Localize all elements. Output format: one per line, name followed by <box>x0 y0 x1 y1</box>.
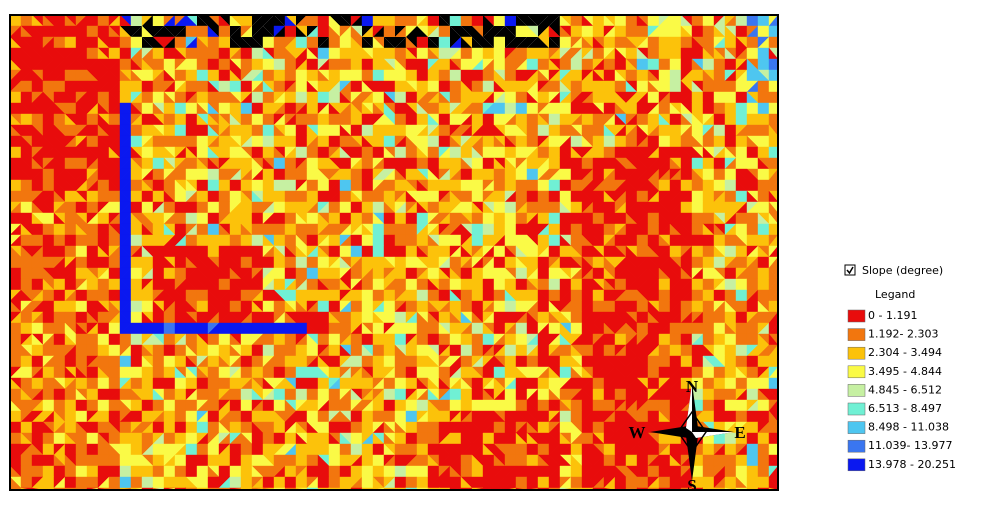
map-view: N S W E Slope (degree) Legand 0 - 1.1911… <box>0 0 987 506</box>
page: N S W E Slope (degree) Legand 0 - 1.1911… <box>0 0 987 506</box>
raster <box>10 15 778 490</box>
